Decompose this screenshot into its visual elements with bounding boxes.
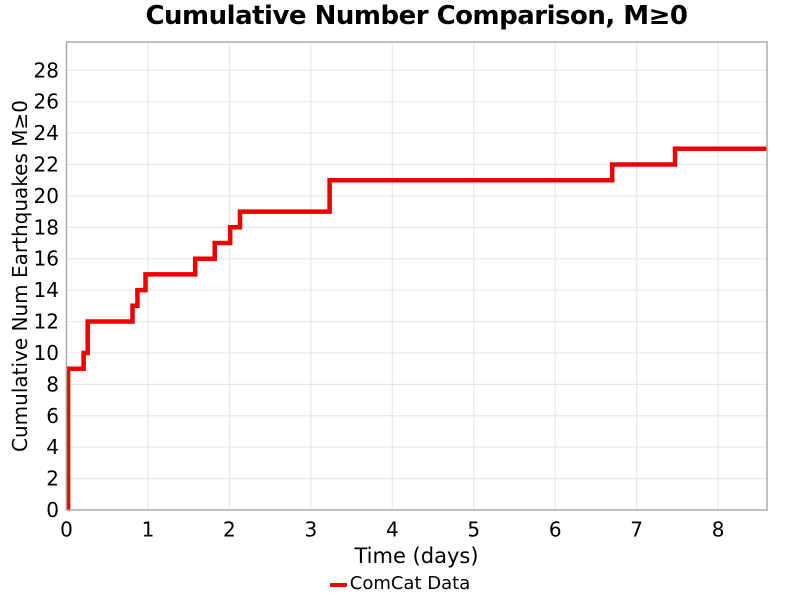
- x-tick-label: 6: [549, 518, 562, 542]
- y-tick-label: 8: [46, 372, 59, 396]
- y-tick-label: 14: [34, 278, 59, 302]
- x-tick-label: 4: [386, 518, 399, 542]
- x-axis-label: Time (days): [354, 544, 479, 568]
- y-tick-label: 6: [46, 404, 59, 428]
- x-tick-label: 8: [712, 518, 725, 542]
- y-tick-label: 18: [34, 215, 59, 239]
- y-tick-label: 12: [34, 310, 59, 334]
- x-tick-label: 2: [223, 518, 236, 542]
- x-tick-label: 7: [630, 518, 643, 542]
- y-tick-label: 20: [34, 184, 59, 208]
- x-tick-label: 1: [142, 518, 155, 542]
- y-tick-label: 24: [34, 121, 59, 145]
- chart-title: Cumulative Number Comparison, M≥0: [145, 1, 688, 31]
- legend-line-swatch: [329, 582, 347, 588]
- legend: ComCat Data: [0, 575, 800, 595]
- legend-label: ComCat Data: [349, 573, 471, 594]
- y-tick-label: 28: [34, 58, 59, 82]
- y-tick-label: 10: [34, 341, 59, 365]
- y-tick-label: 22: [34, 152, 59, 176]
- x-tick-label: 0: [60, 518, 73, 542]
- y-tick-label: 26: [34, 90, 59, 114]
- x-tick-label: 5: [467, 518, 480, 542]
- y-tick-label: 16: [34, 247, 59, 271]
- comcat-step-line: [65, 146, 767, 510]
- y-tick-label: 2: [46, 467, 59, 491]
- y-tick-label: 0: [46, 498, 59, 522]
- plot-border: [65, 41, 768, 511]
- x-tick-label: 3: [304, 518, 317, 542]
- y-tick-label: 4: [46, 435, 59, 459]
